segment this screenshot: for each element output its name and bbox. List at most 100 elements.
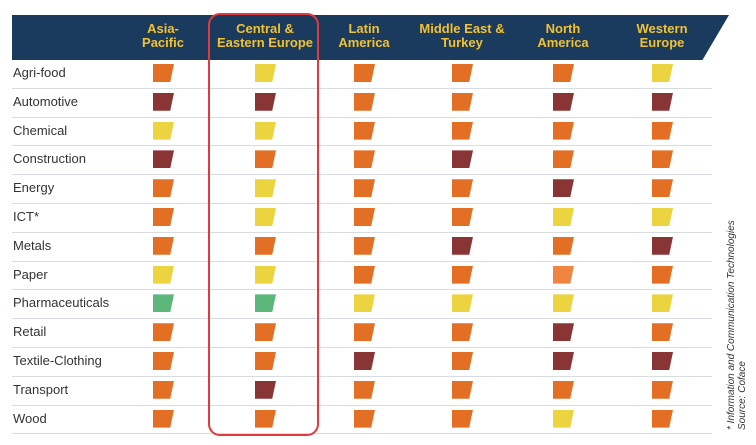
row-divider: [12, 174, 712, 176]
footnote-source: Source: Coface: [737, 361, 748, 430]
risk-rating-cell: [354, 64, 375, 82]
risk-rating-cell: [354, 323, 375, 342]
sector-label: Textile-Clothing: [13, 353, 102, 368]
risk-rating-cell: [255, 64, 276, 82]
risk-rating-cell: [354, 208, 375, 226]
sector-label: Automotive: [13, 93, 79, 109]
risk-rating-cell: [255, 265, 276, 284]
row-divider: [12, 347, 712, 348]
row-divider: [12, 116, 712, 118]
risk-rating-cell: [652, 380, 673, 399]
region-header: Middle East & Turkey: [419, 21, 505, 50]
sector-label: Transport: [13, 381, 69, 397]
risk-rating-cell: [553, 179, 574, 198]
risk-rating-cell: [652, 150, 673, 169]
risk-rating-cell: [255, 323, 276, 342]
risk-rating-cell: [354, 380, 375, 399]
risk-rating-cell: [452, 236, 473, 255]
row-divider: [12, 87, 712, 89]
risk-rating-cell: [553, 409, 574, 428]
risk-rating-cell: [652, 92, 673, 111]
header-bar: [12, 15, 729, 60]
risk-rating-cell: [255, 236, 276, 255]
risk-rating-cell: [452, 92, 473, 111]
risk-rating-cell: [452, 265, 473, 284]
risk-rating-cell: [553, 294, 574, 313]
sector-label: Wood: [13, 410, 47, 426]
region-header: Western Europe: [636, 21, 688, 50]
region-header: Asia- Pacific: [142, 21, 184, 50]
risk-rating-cell: [452, 64, 473, 82]
row-divider: [12, 433, 712, 435]
sector-label: Agri-food: [13, 65, 66, 80]
risk-rating-cell: [652, 64, 673, 82]
risk-rating-cell: [652, 323, 673, 342]
sector-label: Metals: [13, 237, 52, 253]
risk-rating-cell: [354, 265, 375, 284]
risk-rating-cell: [153, 265, 174, 284]
risk-rating-cell: [255, 179, 276, 198]
row-divider: [12, 404, 712, 406]
risk-rating-cell: [452, 208, 473, 226]
risk-rating-cell: [452, 380, 473, 399]
risk-rating-cell: [153, 380, 174, 399]
row-divider: [12, 203, 712, 204]
risk-rating-cell: [255, 208, 276, 226]
sector-label: Construction: [13, 151, 86, 167]
risk-rating-cell: [153, 92, 174, 111]
risk-rating-cell: [255, 121, 276, 140]
risk-rating-cell: [452, 409, 473, 428]
row-divider: [12, 289, 712, 291]
risk-rating-cell: [354, 150, 375, 169]
risk-rating-cell: [354, 236, 375, 255]
risk-rating-cell: [255, 380, 276, 399]
risk-rating-cell: [452, 150, 473, 169]
row-divider: [12, 260, 712, 262]
footnote: * Information and Communication Technolo…: [726, 195, 748, 430]
risk-rating-cell: [553, 352, 574, 370]
risk-rating-cell: [452, 121, 473, 140]
risk-rating-cell: [553, 92, 574, 111]
risk-rating-cell: [553, 236, 574, 255]
risk-rating-cell: [553, 208, 574, 226]
risk-rating-cell: [153, 121, 174, 140]
risk-rating-cell: [553, 150, 574, 169]
row-divider: [12, 145, 712, 147]
risk-rating-cell: [255, 150, 276, 169]
risk-rating-cell: [354, 179, 375, 198]
risk-rating-cell: [553, 265, 574, 284]
risk-rating-cell: [652, 265, 673, 284]
risk-rating-cell: [652, 352, 673, 370]
risk-rating-cell: [354, 294, 375, 313]
region-header: North America: [537, 21, 589, 50]
risk-rating-cell: [153, 352, 174, 370]
sector-label: ICT*: [13, 209, 39, 224]
risk-rating-cell: [652, 208, 673, 226]
risk-rating-cell: [652, 236, 673, 255]
row-divider: [12, 375, 712, 377]
region-header: Central & Eastern Europe: [216, 21, 314, 50]
risk-rating-cell: [255, 352, 276, 370]
risk-rating-cell: [153, 323, 174, 342]
risk-rating-cell: [354, 352, 375, 370]
risk-rating-cell: [452, 294, 473, 313]
risk-rating-cell: [153, 236, 174, 255]
risk-rating-cell: [153, 64, 174, 82]
risk-rating-cell: [255, 409, 276, 428]
risk-rating-cell: [553, 323, 574, 342]
risk-rating-cell: [153, 409, 174, 428]
risk-rating-cell: [255, 92, 276, 111]
sector-label: Pharmaceuticals: [13, 295, 110, 311]
risk-rating-cell: [652, 409, 673, 428]
sector-label: Paper: [13, 266, 48, 282]
sector-label: Energy: [13, 180, 55, 196]
risk-rating-cell: [553, 380, 574, 399]
footnote-ict: * Information and Communication Technolo…: [726, 220, 737, 430]
risk-rating-cell: [153, 294, 174, 313]
risk-rating-cell: [553, 121, 574, 140]
sector-label: Retail: [13, 324, 47, 340]
risk-rating-cell: [652, 294, 673, 313]
risk-rating-cell: [452, 179, 473, 198]
risk-rating-cell: [255, 294, 276, 313]
